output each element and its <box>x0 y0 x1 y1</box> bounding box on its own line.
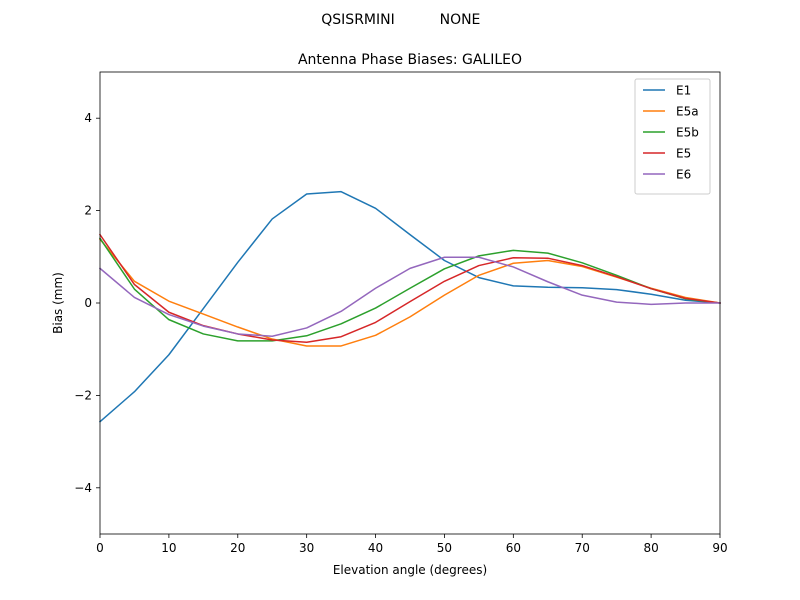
plot-area: 0 10 20 30 40 50 60 70 80 90 −4 −2 0 2 4 <box>74 71 728 555</box>
chart-title: Antenna Phase Biases: GALILEO <box>298 52 522 68</box>
legend-label-e5: E5 <box>676 147 691 161</box>
x-tick-label: 30 <box>299 541 314 555</box>
series-line-e6 <box>98 256 721 338</box>
x-tick-label: 90 <box>712 541 727 555</box>
y-tick-label: 2 <box>84 204 92 218</box>
header-right: NONE <box>440 12 481 28</box>
x-tick-label: 10 <box>161 541 176 555</box>
x-tick-label: 50 <box>437 541 452 555</box>
series-line-e1 <box>98 190 721 423</box>
y-tick-label: −2 <box>74 388 92 402</box>
legend-label-e5b: E5b <box>676 126 699 140</box>
x-tick-label: 60 <box>506 541 521 555</box>
y-tick-label: 4 <box>84 111 92 125</box>
series-line-e5b <box>98 237 721 342</box>
x-tick-label: 80 <box>643 541 658 555</box>
x-tick-label: 70 <box>575 541 590 555</box>
header-left: QSISRMINI <box>321 12 394 28</box>
x-tick-label: 20 <box>230 541 245 555</box>
x-tick-label: 40 <box>368 541 383 555</box>
legend-box <box>634 78 711 195</box>
legend: E1 E5a E5b E5 E6 <box>634 78 711 195</box>
x-axis-label: Elevation angle (degrees) <box>333 563 487 577</box>
y-axis-label: Bias (mm) <box>51 272 65 334</box>
x-tick-label: 0 <box>96 541 104 555</box>
legend-label-e1: E1 <box>676 84 691 98</box>
y-tick-label: −4 <box>74 481 92 495</box>
legend-label-e5a: E5a <box>676 105 699 119</box>
legend-label-e6: E6 <box>676 168 691 182</box>
y-tick-label: 0 <box>84 296 92 310</box>
